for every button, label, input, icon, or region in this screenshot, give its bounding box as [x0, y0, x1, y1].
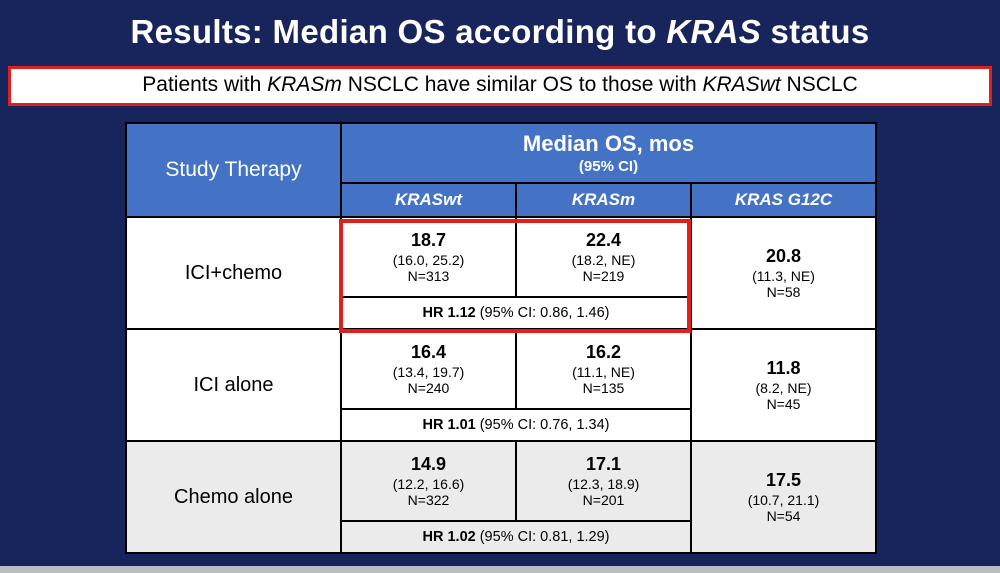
- ci-value: (11.1, NE): [572, 364, 635, 380]
- n-value: N=240: [407, 380, 450, 396]
- ci-value: (13.4, 19.7): [392, 364, 465, 380]
- os-table: Study Therapy Median OS, mos (95% CI) KR…: [125, 122, 877, 554]
- cell-ici-chemo-g12c: 20.8 (11.3, NE) N=58: [690, 216, 877, 330]
- banner-text-1: Patients with: [142, 73, 268, 96]
- cell-chemo-alone-g12c: 17.5 (10.7, 21.1) N=54: [690, 440, 877, 554]
- cell-chemo-alone-krasm: 17.1 (12.3, 18.9) N=201: [515, 440, 692, 522]
- banner-kraswt: KRASwt: [702, 73, 781, 96]
- slide-bottom-edge: [0, 566, 1000, 573]
- median-value: 16.4: [410, 342, 447, 362]
- header-median-os-line1: Median OS, mos: [522, 131, 695, 156]
- cell-ici-alone-krasm: 16.2 (11.1, NE) N=135: [515, 328, 692, 410]
- therapy-ici-chemo: ICI+chemo: [125, 216, 342, 330]
- cell-ici-alone-kraswt: 16.4 (13.4, 19.7) N=240: [340, 328, 517, 410]
- slide-title: Results: Median OS according to KRAS sta…: [0, 0, 1000, 51]
- n-value: N=219: [582, 268, 625, 284]
- hr-ici-alone: HR 1.01 (95% CI: 0.76, 1.34): [340, 408, 692, 442]
- n-value: N=313: [407, 268, 450, 284]
- header-median-os: Median OS, mos (95% CI): [340, 122, 877, 184]
- hr-chemo-alone: HR 1.02 (95% CI: 0.81, 1.29): [340, 520, 692, 554]
- ci-value: (8.2, NE): [755, 380, 812, 396]
- hr-value: HR 1.02: [422, 529, 476, 545]
- header-study-therapy: Study Therapy: [125, 122, 342, 218]
- hr-ici-chemo: HR 1.12 (95% CI: 0.86, 1.46): [340, 296, 692, 330]
- key-message-banner: Patients with KRASm NSCLC have similar O…: [8, 66, 992, 106]
- median-value: 14.9: [410, 454, 447, 474]
- median-value: 18.7: [410, 230, 447, 250]
- ci-value: (10.7, 21.1): [747, 492, 820, 508]
- hr-value: HR 1.01: [422, 417, 476, 433]
- n-value: N=54: [766, 508, 801, 524]
- therapy-ici-alone: ICI alone: [125, 328, 342, 442]
- median-value: 17.1: [585, 454, 622, 474]
- cell-ici-alone-g12c: 11.8 (8.2, NE) N=45: [690, 328, 877, 442]
- n-value: N=58: [766, 284, 801, 300]
- median-value: 16.2: [585, 342, 622, 362]
- ci-value: (16.0, 25.2): [392, 252, 465, 268]
- slide-title-prefix: Results: Median OS according to: [130, 13, 667, 50]
- n-value: N=45: [766, 396, 801, 412]
- median-value: 22.4: [585, 230, 622, 250]
- os-table-container: Study Therapy Median OS, mos (95% CI) KR…: [125, 122, 877, 554]
- header-kras-g12c: KRAS G12C: [690, 182, 877, 218]
- header-kraswt: KRASwt: [340, 182, 517, 218]
- median-value: 20.8: [765, 246, 802, 266]
- hr-ci: (95% CI: 0.76, 1.34): [475, 417, 610, 433]
- slide-title-suffix: status: [761, 13, 870, 50]
- header-krasm: KRASm: [515, 182, 692, 218]
- ci-value: (11.3, NE): [752, 268, 815, 284]
- hr-value: HR 1.12: [422, 305, 476, 321]
- cell-ici-chemo-kraswt: 18.7 (16.0, 25.2) N=313: [340, 216, 517, 298]
- n-value: N=135: [582, 380, 625, 396]
- n-value: N=201: [582, 492, 625, 508]
- median-value: 17.5: [765, 470, 802, 490]
- banner-krasm: KRASm: [267, 73, 342, 96]
- banner-text-3: NSCLC: [780, 73, 858, 96]
- cell-chemo-alone-kraswt: 14.9 (12.2, 16.6) N=322: [340, 440, 517, 522]
- hr-ci: (95% CI: 0.81, 1.29): [475, 529, 610, 545]
- hr-ci: (95% CI: 0.86, 1.46): [475, 305, 610, 321]
- cell-ici-chemo-krasm: 22.4 (18.2, NE) N=219: [515, 216, 692, 298]
- banner-text-2: NSCLC have similar OS to those with: [341, 73, 703, 96]
- ci-value: (12.3, 18.9): [567, 476, 640, 492]
- header-median-os-line2: (95% CI): [578, 158, 639, 175]
- n-value: N=322: [407, 492, 450, 508]
- slide-title-italic: KRAS: [666, 13, 762, 50]
- median-value: 11.8: [766, 358, 801, 378]
- ci-value: (12.2, 16.6): [392, 476, 465, 492]
- therapy-chemo-alone: Chemo alone: [125, 440, 342, 554]
- ci-value: (18.2, NE): [571, 252, 636, 268]
